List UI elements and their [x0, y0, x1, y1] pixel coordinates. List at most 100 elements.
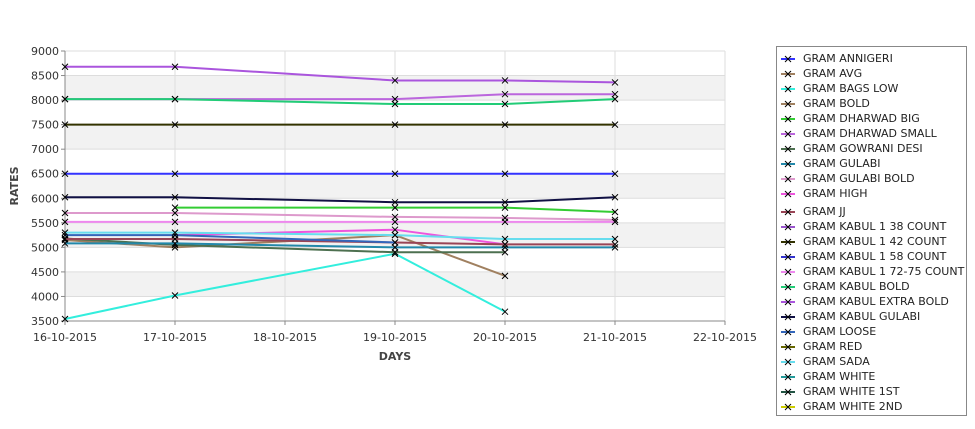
- legend-label: GRAM GULABI: [803, 157, 881, 170]
- series-line: [64, 252, 506, 321]
- data-point-marker: [61, 121, 69, 128]
- legend-item: GRAM BAGS LOW: [781, 81, 898, 96]
- data-point-marker: [171, 218, 179, 226]
- y-tick-label: 4500: [31, 266, 59, 279]
- legend-swatch-icon: [781, 357, 795, 367]
- data-point-marker: [611, 121, 619, 128]
- data-point-marker: [391, 244, 399, 251]
- data-point-marker: [171, 292, 179, 299]
- legend-swatch-icon: [781, 222, 795, 232]
- data-point-marker: [391, 218, 399, 226]
- data-point-marker: [611, 208, 619, 216]
- y-tick-label: 3500: [31, 315, 59, 328]
- data-point-marker: [391, 77, 399, 84]
- x-axis-label: DAYS: [379, 350, 412, 363]
- legend-swatch-icon: [781, 252, 795, 262]
- y-tick-label: 7500: [31, 119, 59, 132]
- x-tick-label: 19-10-2015: [363, 331, 427, 344]
- data-point-marker: [501, 77, 509, 84]
- x-tick-label: 17-10-2015: [143, 331, 207, 344]
- legend-swatch-icon: [781, 237, 795, 247]
- legend-item: GRAM WHITE: [781, 369, 875, 384]
- legend-swatch-icon: [781, 267, 795, 277]
- legend-item: GRAM SADA: [781, 354, 870, 369]
- legend-label: GRAM BOLD: [803, 97, 870, 110]
- data-point-marker: [391, 248, 399, 256]
- data-point-marker: [611, 218, 619, 226]
- legend: GRAM ANNIGERI GRAM AVG GRAM BAGS LOW GRAM B…: [776, 46, 967, 416]
- data-point-marker: [171, 63, 179, 71]
- data-point-marker: [391, 213, 399, 221]
- data-point-marker: [501, 170, 509, 178]
- legend-item: GRAM KABUL GULABI: [781, 309, 920, 324]
- legend-item: GRAM DHARWAD BIG: [781, 111, 920, 126]
- legend-swatch-icon: [781, 207, 795, 217]
- legend-item: GRAM ANNIGERI: [781, 51, 893, 66]
- legend-label: GRAM LOOSE: [803, 325, 877, 338]
- legend-label: GRAM JJ: [803, 205, 846, 218]
- data-point-marker: [61, 170, 69, 178]
- y-tick-label: 9000: [31, 45, 59, 58]
- series-line: [64, 237, 505, 254]
- line-chart: 3500 4000 4500 5000 5500 6000 6500 7000 7500 8000…: [8, 45, 757, 363]
- y-tick-label: 6000: [31, 192, 59, 205]
- data-point-marker: [171, 229, 179, 236]
- data-point-marker: [61, 209, 69, 217]
- legend-item: GRAM KABUL 1 38 COUNT: [781, 219, 946, 234]
- legend-swatch-icon: [781, 129, 795, 139]
- data-point-marker: [391, 121, 399, 128]
- y-tick-label: 7000: [31, 143, 59, 156]
- legend-item: GRAM HIGH: [781, 186, 868, 201]
- legend-item: GRAM KABUL 1 42 COUNT: [781, 234, 946, 249]
- legend-label: GRAM DHARWAD BIG: [803, 112, 920, 125]
- data-point-marker: [501, 198, 509, 206]
- legend-swatch-icon: [781, 84, 795, 94]
- y-tick-label: 4000: [31, 290, 59, 303]
- data-point-marker: [391, 198, 399, 206]
- legend-label: GRAM KABUL 1 42 COUNT: [803, 235, 947, 248]
- data-point-marker: [501, 218, 509, 226]
- legend-item: GRAM KABUL 1 72-75 COUNT: [781, 264, 964, 279]
- x-tick-label: 16-10-2015: [33, 331, 97, 344]
- legend-item: GRAM WHITE 2ND: [781, 399, 903, 414]
- legend-swatch-icon: [781, 297, 795, 307]
- legend-item: GRAM GULABI BOLD: [781, 171, 915, 186]
- legend-item: GRAM GOWRANI DESI: [781, 141, 923, 156]
- legend-label: GRAM KABUL 1 72-75 COUNT: [803, 265, 965, 278]
- legend-label: GRAM KABUL 1 38 COUNT: [803, 220, 947, 233]
- legend-label: GRAM BAGS LOW: [803, 82, 899, 95]
- legend-item: GRAM JJ: [781, 204, 846, 219]
- legend-swatch-icon: [781, 174, 795, 184]
- data-point-marker: [171, 209, 179, 217]
- legend-swatch-icon: [781, 372, 795, 382]
- data-point-marker: [501, 90, 509, 98]
- data-point-marker: [501, 272, 509, 280]
- legend-swatch-icon: [781, 282, 795, 292]
- legend-item: GRAM WHITE 1ST: [781, 384, 900, 399]
- legend-item: GRAM DHARWAD SMALL: [781, 126, 937, 141]
- data-point-marker: [391, 204, 399, 211]
- data-point-marker: [61, 229, 69, 236]
- legend-item: GRAM KABUL 1 58 COUNT: [781, 249, 946, 264]
- series-line: [65, 212, 616, 221]
- data-point-marker: [611, 193, 619, 201]
- legend-swatch-icon: [781, 54, 795, 64]
- data-point-marker: [61, 95, 69, 103]
- data-point-marker: [391, 239, 399, 246]
- legend-item: GRAM GULABI: [781, 156, 881, 171]
- data-point-marker: [171, 121, 179, 128]
- data-point-marker: [501, 121, 509, 128]
- legend-item: GRAM BOLD: [781, 96, 870, 111]
- x-tick-label: 22-10-2015: [693, 331, 757, 344]
- legend-label: GRAM GULABI BOLD: [803, 172, 915, 185]
- legend-label: GRAM RED: [803, 340, 863, 353]
- legend-item: GRAM RED: [781, 339, 862, 354]
- x-tick-label: 21-10-2015: [583, 331, 647, 344]
- legend-label: GRAM KABUL EXTRA BOLD: [803, 295, 949, 308]
- y-tick-label: 8000: [31, 94, 59, 107]
- y-tick-label: 5000: [31, 241, 59, 254]
- legend-swatch-icon: [781, 387, 795, 397]
- legend-swatch-icon: [781, 342, 795, 352]
- data-point-marker: [391, 226, 399, 234]
- legend-swatch-icon: [781, 99, 795, 109]
